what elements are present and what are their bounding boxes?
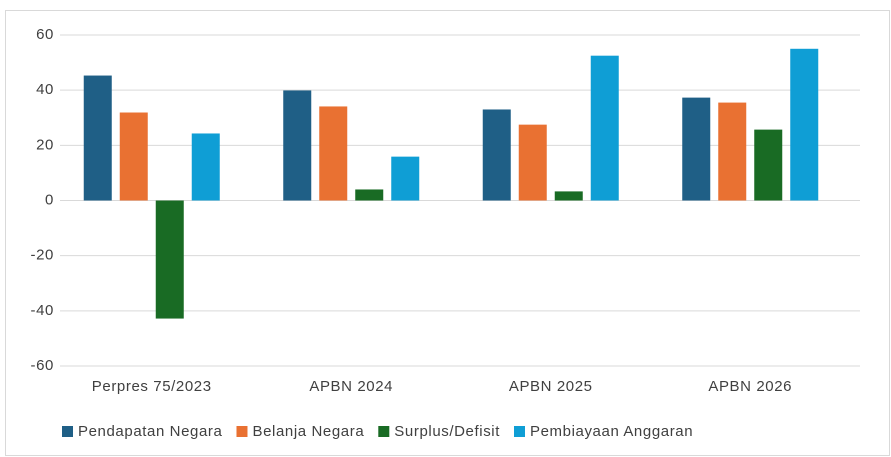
- legend-swatch: [236, 426, 248, 437]
- y-tick-label: 0: [45, 191, 54, 208]
- bar: [482, 109, 511, 201]
- bar: [283, 90, 312, 201]
- bar: [191, 133, 220, 201]
- legend-label: Pendapatan Negara: [78, 423, 223, 440]
- bar: [790, 48, 819, 201]
- y-tick-label: -20: [31, 247, 54, 264]
- y-tick-label: -40: [31, 302, 54, 319]
- legend-label: Surplus/Defisit: [394, 423, 500, 440]
- y-tick-label: 60: [36, 26, 54, 43]
- x-tick-label: APBN 2024: [309, 378, 393, 395]
- bar: [355, 189, 384, 201]
- bar: [718, 102, 747, 201]
- legend-swatch: [378, 426, 390, 437]
- bar: [554, 191, 583, 201]
- bar: [518, 124, 547, 201]
- y-tick-label: -60: [31, 357, 54, 374]
- bar: [155, 200, 184, 319]
- bar: [83, 75, 112, 201]
- legend-label: Pembiayaan Anggaran: [530, 423, 693, 440]
- x-tick-label: Perpres 75/2023: [92, 378, 212, 395]
- x-tick-label: APBN 2025: [509, 378, 593, 395]
- bar: [319, 106, 348, 201]
- bar: [590, 55, 619, 201]
- bar: [119, 112, 148, 201]
- bar: [682, 97, 711, 201]
- bar: [754, 129, 783, 201]
- legend-swatch: [62, 426, 73, 437]
- y-tick-label: 20: [36, 136, 54, 153]
- legend-swatch: [514, 426, 525, 437]
- chart-frame: [5, 10, 890, 456]
- bar: [391, 156, 420, 201]
- y-tick-label: 40: [36, 81, 54, 98]
- x-tick-label: APBN 2026: [708, 378, 792, 395]
- legend-label: Belanja Negara: [252, 423, 364, 440]
